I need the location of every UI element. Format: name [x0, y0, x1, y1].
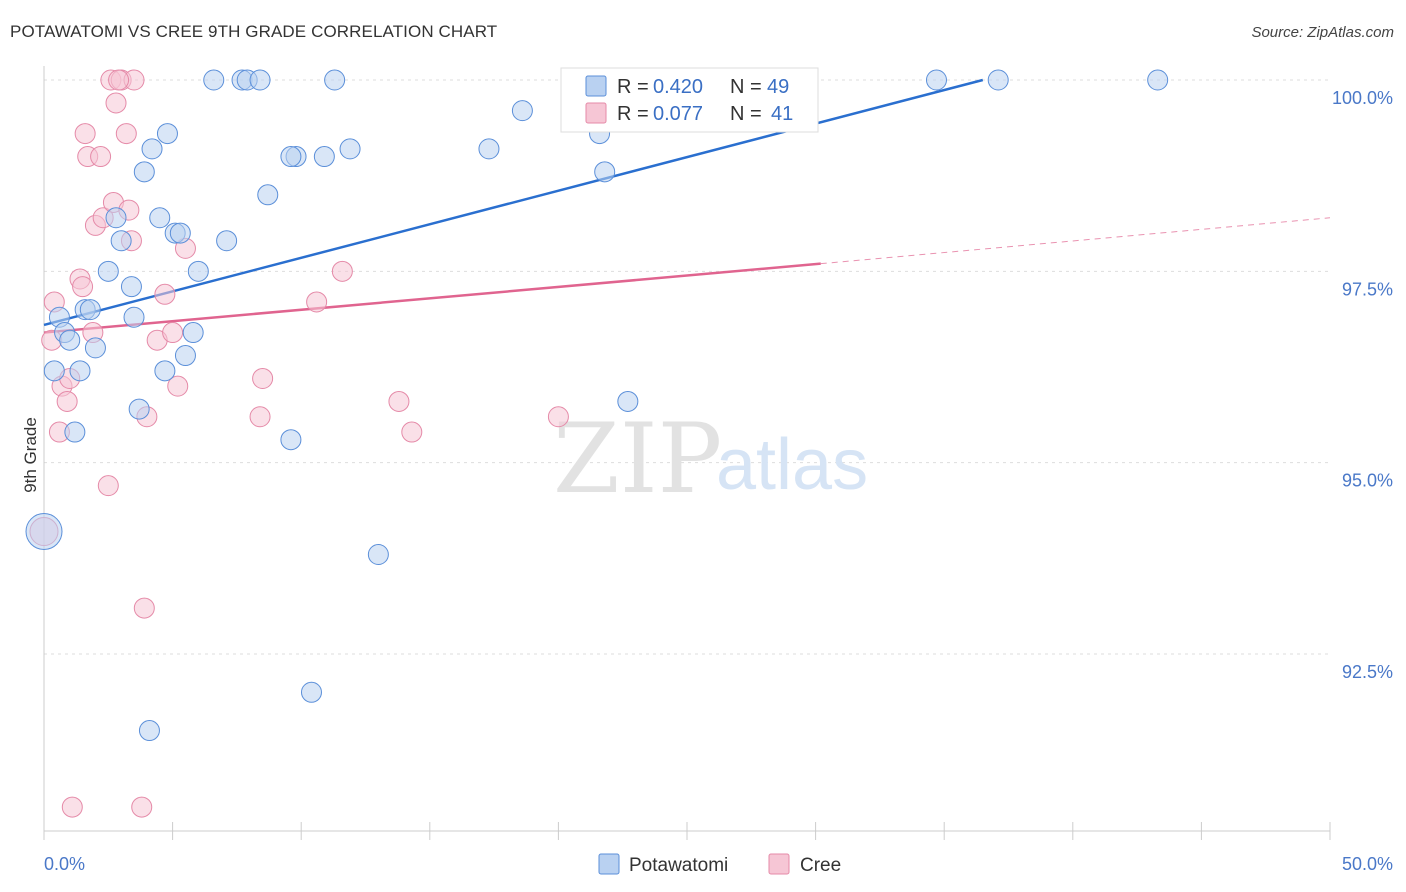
bottom-legend: Potawatomi Cree	[598, 853, 841, 876]
potawatomi-point	[280, 429, 302, 451]
watermark-zip: ZIP	[553, 403, 722, 515]
potawatomi-point	[594, 161, 616, 183]
legend-swatch-blue	[585, 75, 607, 97]
y-axis-label: 9th Grade	[21, 417, 40, 493]
potawatomi-point	[324, 69, 346, 91]
cree-point	[162, 322, 184, 344]
cree-point	[56, 390, 78, 412]
potawatomi-point	[97, 260, 119, 282]
cree-point	[131, 796, 153, 818]
cree-point	[401, 421, 423, 443]
cree-point	[115, 123, 137, 145]
potawatomi-point	[617, 390, 639, 412]
potawatomi-point	[313, 146, 335, 168]
potawatomi-point	[59, 329, 81, 351]
potawatomi-point	[280, 146, 302, 168]
legend-box: R = 0.420 N = 49 R = 0.077 N = 41	[560, 67, 819, 133]
trendline-cree-extension	[820, 217, 1331, 265]
potawatomi-point	[110, 230, 132, 252]
y-tick-label: 100.0%	[1332, 88, 1393, 108]
bottom-legend-swatch-cree	[768, 853, 790, 875]
cree-point	[167, 375, 189, 397]
cree-point	[61, 796, 83, 818]
potawatomi-point	[182, 322, 204, 344]
potawatomi-point	[987, 69, 1009, 91]
bottom-legend-potawatomi: Potawatomi	[629, 855, 728, 876]
source-label: Source: ZipAtlas.com	[1251, 24, 1394, 41]
potawatomi-point	[187, 260, 209, 282]
x-tick-label-max: 50.0%	[1342, 854, 1393, 874]
potawatomi-point	[367, 544, 389, 566]
trend-layer	[43, 78, 1331, 334]
y-tick-label: 97.5%	[1342, 279, 1393, 299]
potawatomi-point	[925, 69, 947, 91]
cree-point	[331, 260, 353, 282]
cree-point	[97, 475, 119, 497]
chart-title: POTAWATOMI VS CREE 9TH GRADE CORRELATION…	[10, 22, 498, 41]
axes-layer	[43, 66, 1331, 840]
cree-point	[547, 406, 569, 428]
potawatomi-point	[138, 720, 160, 742]
potawatomi-point	[478, 138, 500, 160]
bottom-legend-cree: Cree	[800, 855, 841, 876]
potawatomi-point	[149, 207, 171, 229]
cree-point	[388, 390, 410, 412]
legend-n-value-2: 41	[771, 103, 793, 125]
watermark-atlas: atlas	[716, 425, 868, 505]
potawatomi-point	[154, 360, 176, 382]
potawatomi-point	[156, 123, 178, 145]
potawatomi-point	[203, 69, 225, 91]
potawatomi-point	[300, 681, 322, 703]
potawatomi-point	[43, 360, 65, 382]
cree-point	[108, 69, 130, 91]
potawatomi-point	[128, 398, 150, 420]
potawatomi-point	[141, 138, 163, 160]
legend-r-label-2: R =	[617, 103, 649, 125]
trendline-potawatomi	[43, 78, 984, 327]
potawatomi-point	[84, 337, 106, 359]
potawatomi-point	[169, 222, 191, 244]
bottom-legend-swatch-potawatomi	[598, 853, 620, 875]
potawatomi-point	[69, 360, 91, 382]
potawatomi-point	[511, 100, 533, 122]
potawatomi-point	[64, 421, 86, 443]
potawatomi-point	[133, 161, 155, 183]
legend-swatch-pink	[585, 102, 607, 124]
potawatomi-point	[216, 230, 238, 252]
legend-n-value-1: 49	[767, 76, 789, 98]
legend-r-value-1: 0.420	[653, 76, 703, 98]
cree-point	[249, 406, 271, 428]
legend-r-value-2: 0.077	[653, 103, 703, 125]
legend-n-label-2: N =	[730, 103, 762, 125]
cree-point	[74, 123, 96, 145]
potawatomi-point	[25, 513, 63, 551]
cree-point	[72, 276, 94, 298]
potawatomi-point	[105, 207, 127, 229]
legend-n-label-1: N =	[730, 76, 762, 98]
legend-r-label-1: R =	[617, 76, 649, 98]
cree-point	[105, 92, 127, 114]
potawatomi-point	[174, 345, 196, 367]
watermark: ZIP atlas	[553, 403, 868, 515]
grid-layer	[44, 79, 1330, 655]
cree-point	[306, 291, 328, 313]
trendline-cree	[43, 262, 821, 334]
labels-layer: 92.5% 95.0% 97.5% 100.0% 0.0% 50.0%	[44, 88, 1393, 874]
potawatomi-point	[123, 306, 145, 328]
cree-point	[90, 146, 112, 168]
potawatomi-point	[249, 69, 271, 91]
y-tick-label: 92.5%	[1342, 662, 1393, 682]
y-tick-label: 95.0%	[1342, 471, 1393, 491]
points-layer	[25, 69, 1169, 818]
potawatomi-point	[79, 299, 101, 321]
potawatomi-point	[120, 276, 142, 298]
potawatomi-point	[339, 138, 361, 160]
potawatomi-point	[1147, 69, 1169, 91]
cree-point	[133, 597, 155, 619]
cree-point	[252, 367, 274, 389]
x-tick-label-min: 0.0%	[44, 854, 85, 874]
potawatomi-point	[257, 184, 279, 206]
cree-point	[154, 283, 176, 305]
